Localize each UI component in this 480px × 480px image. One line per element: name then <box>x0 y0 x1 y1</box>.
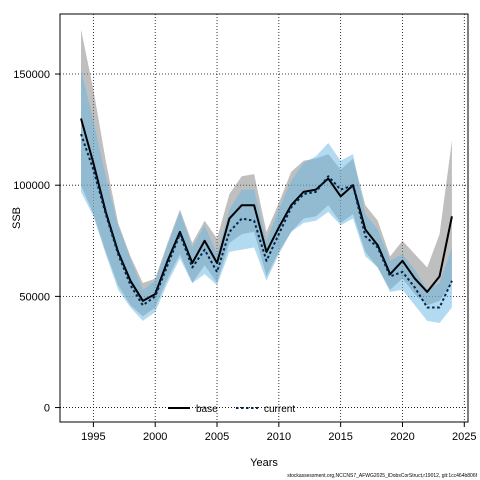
x-tick-label: 2000 <box>143 431 167 443</box>
plot-frame <box>59 13 469 423</box>
x-tick-label: 2025 <box>452 431 476 443</box>
y-axis-title: SSB <box>11 207 23 229</box>
legend-label-base: base <box>196 404 218 415</box>
x-axis-title: Years <box>250 457 278 469</box>
series-line-current <box>80 133 453 309</box>
legend-label-current: current <box>264 404 295 415</box>
x-axis: 1995 2000 2005 2010 2015 2020 2025 <box>81 422 477 443</box>
x-tick-label: 2005 <box>205 431 229 443</box>
series-lines <box>80 118 453 309</box>
x-tick-label: 1995 <box>81 431 105 443</box>
y-tick-label: 0 <box>44 403 50 415</box>
x-tick-label: 2010 <box>267 431 291 443</box>
x-tick-label: 2020 <box>390 431 414 443</box>
y-axis: 0 50000 100000 150000 <box>13 69 60 415</box>
y-tick-label: 50000 <box>19 291 50 303</box>
footer-source-text: stockassessment.org,NCCNS7_AFWG2025_IDob… <box>287 473 477 479</box>
y-tick-label: 100000 <box>13 180 50 192</box>
y-tick-label: 150000 <box>13 69 50 81</box>
legend: base current <box>168 404 295 415</box>
band-current <box>81 69 452 324</box>
x-tick-label: 2015 <box>328 431 352 443</box>
